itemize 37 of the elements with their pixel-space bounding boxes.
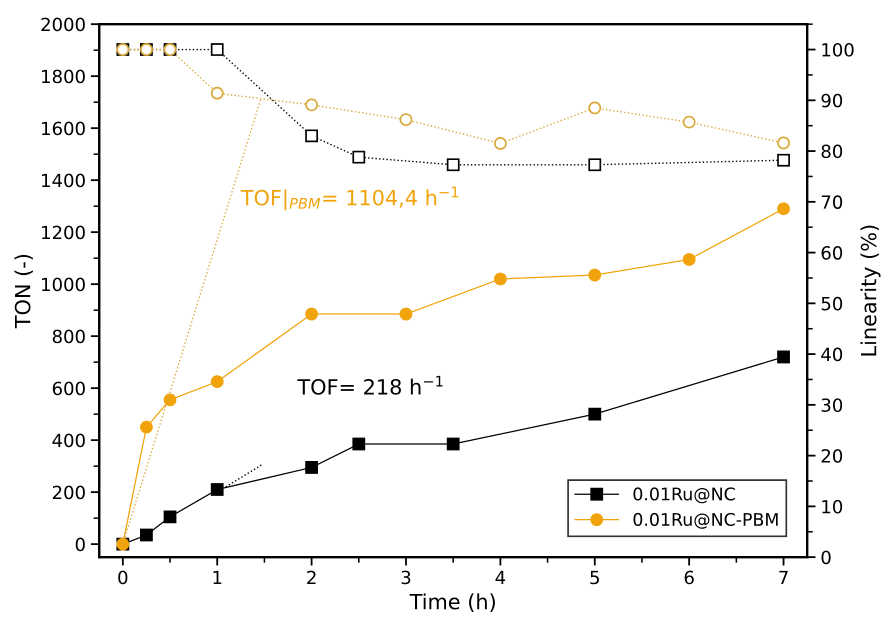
x-tick-label: 2 <box>307 570 316 584</box>
y2-axis-title: Linearity (%) <box>860 226 881 356</box>
y-axis-title: TON (-) <box>14 254 33 328</box>
x-tick-label: 1 <box>213 570 222 584</box>
y-tick-label: 0 <box>76 538 85 552</box>
annotation: TOF= 218 h$^{−1}$ <box>297 376 443 395</box>
x-tick-label: 3 <box>402 570 410 584</box>
annotation: TOF|$_{PBM}$= 1104,4 h$^{−1}$ <box>240 186 458 210</box>
y2-tick-label: 70 <box>822 195 842 209</box>
y-tick-label: 800 <box>52 330 85 344</box>
y-tick-label: 200 <box>52 486 85 500</box>
x-tick-label: 6 <box>684 570 694 584</box>
y2-tick-label: 50 <box>822 296 842 310</box>
y-tick-label: 1400 <box>42 174 85 188</box>
y2-tick-label: 20 <box>822 449 842 463</box>
legend-label: 0.01Ru@NC-PBM <box>633 512 778 529</box>
x-tick-label: 5 <box>590 570 599 584</box>
y-tick-label: 600 <box>52 382 85 396</box>
y2-tick-label: 90 <box>821 94 842 108</box>
x-axis-title: Time (h) <box>410 593 495 612</box>
y2-tick-label: 0 <box>822 550 831 564</box>
y2-tick-label: 40 <box>821 348 842 362</box>
y2-tick-label: 100 <box>822 43 854 57</box>
y-tick-label: 2000 <box>41 18 85 32</box>
x-tick-label: 7 <box>779 570 788 584</box>
y2-tick-label: 80 <box>822 144 842 158</box>
y-tick-label: 1000 <box>42 278 85 292</box>
y-tick-label: 400 <box>52 434 85 448</box>
y-tick-label: 1800 <box>42 70 85 84</box>
y2-tick-label: 10 <box>822 500 842 514</box>
y-tick-label: 1600 <box>42 122 85 136</box>
x-tick-label: 0 <box>118 570 128 584</box>
y2-tick-label: 60 <box>822 246 842 260</box>
legend-label: 0.01Ru@NC <box>633 487 735 504</box>
y-tick-label: 1200 <box>42 226 85 240</box>
y2-tick-label: 30 <box>822 398 842 412</box>
x-tick-label: 4 <box>496 570 506 584</box>
